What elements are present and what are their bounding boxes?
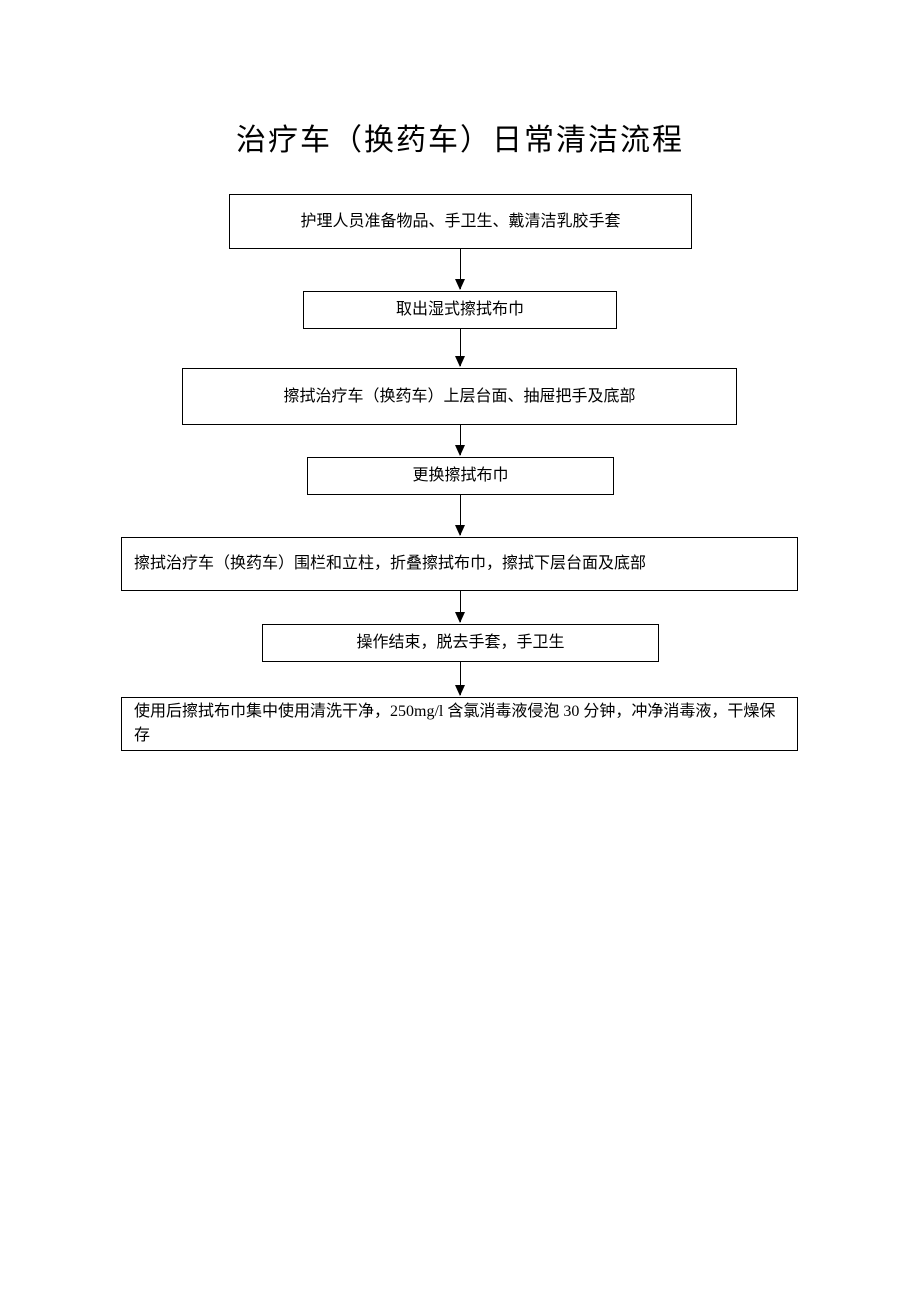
flowchart-node: 使用后擦拭布巾集中使用清洗干净，250mg/l 含氯消毒液侵泡 30 分钟，冲净… xyxy=(121,697,798,751)
node-text: 更换擦拭布巾 xyxy=(412,464,508,488)
flowchart-arrow xyxy=(460,591,461,622)
flowchart-arrow xyxy=(460,495,461,535)
flowchart-node: 操作结束，脱去手套，手卫生 xyxy=(262,624,659,662)
flowchart-arrow xyxy=(460,249,461,289)
flowchart-node: 取出湿式擦拭布巾 xyxy=(303,291,617,329)
node-text: 操作结束，脱去手套，手卫生 xyxy=(356,631,564,655)
flowchart-node: 护理人员准备物品、手卫生、戴清洁乳胶手套 xyxy=(229,194,692,249)
node-text: 擦拭治疗车（换药车）围栏和立柱，折叠擦拭布巾，擦拭下层台面及底部 xyxy=(134,552,646,576)
node-text: 使用后擦拭布巾集中使用清洗干净，250mg/l 含氯消毒液侵泡 30 分钟，冲净… xyxy=(134,700,785,748)
page-title: 治疗车（换药车）日常清洁流程 xyxy=(0,115,920,159)
node-text: 护理人员准备物品、手卫生、戴清洁乳胶手套 xyxy=(300,210,620,234)
node-text: 取出湿式擦拭布巾 xyxy=(396,298,524,322)
flowchart-arrow xyxy=(460,662,461,695)
flowchart-node: 擦拭治疗车（换药车）围栏和立柱，折叠擦拭布巾，擦拭下层台面及底部 xyxy=(121,537,798,591)
flowchart-arrow xyxy=(460,329,461,366)
node-text: 擦拭治疗车（换药车）上层台面、抽屉把手及底部 xyxy=(283,385,635,409)
flowchart-node: 更换擦拭布巾 xyxy=(307,457,614,495)
flowchart-arrow xyxy=(460,425,461,455)
flowchart-node: 擦拭治疗车（换药车）上层台面、抽屉把手及底部 xyxy=(182,368,737,425)
